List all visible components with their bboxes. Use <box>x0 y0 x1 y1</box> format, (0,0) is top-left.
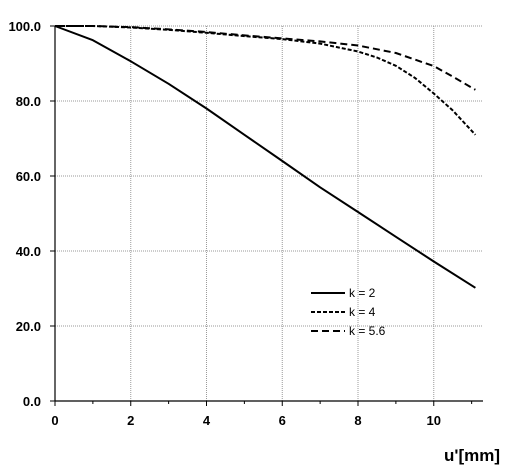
legend: k = 2 k = 4 k = 5.6 <box>311 286 386 338</box>
grid-lines <box>55 25 483 401</box>
y-tick-label: 100.0 <box>8 19 41 34</box>
y-tick-label: 60.0 <box>16 169 41 184</box>
x-axis-label: u'[mm] <box>444 446 500 465</box>
y-tick-label: 20.0 <box>16 319 41 334</box>
series-lines <box>54 25 477 289</box>
series-line-1 <box>55 25 477 136</box>
x-tick-label: 10 <box>427 413 441 428</box>
legend-label: k = 5.6 <box>349 324 386 338</box>
plot-background <box>55 26 483 401</box>
y-axis-ticks: 0.0 20.0 40.0 60.0 80.0 100.0 <box>8 19 55 409</box>
y-tick-label: 80.0 <box>16 94 41 109</box>
series-line-0 <box>54 25 476 289</box>
x-tick-label: 0 <box>51 413 58 428</box>
x-axis-ticks: 0 2 4 6 8 10 <box>51 401 473 428</box>
axes <box>54 26 483 402</box>
x-tick-label: 4 <box>203 413 211 428</box>
x-tick-label: 6 <box>279 413 286 428</box>
legend-label: k = 2 <box>349 286 376 300</box>
y-tick-label: 0.0 <box>23 394 41 409</box>
x-tick-label: 8 <box>354 413 361 428</box>
y-tick-label: 40.0 <box>16 244 41 259</box>
legend-label: k = 4 <box>349 305 376 319</box>
x-tick-label: 2 <box>127 413 134 428</box>
